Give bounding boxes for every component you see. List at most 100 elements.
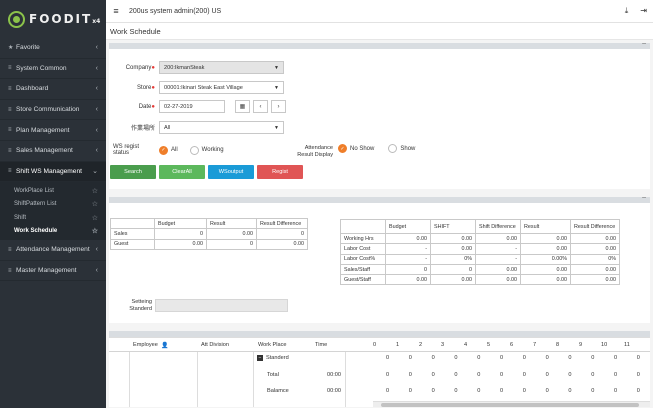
schedule-row-standard[interactable]: − Standerd — [257, 355, 289, 361]
schedule-cell: 0 — [408, 355, 412, 361]
sidebar-subitem-work-schedule[interactable]: Work Schedule ☆ — [0, 225, 106, 239]
download-icon[interactable]: ⤓ — [624, 6, 629, 15]
horizontal-scrollbar[interactable] — [373, 401, 650, 407]
table-row: Labor Cost% - 0% - 0.00% 0% — [340, 253, 620, 265]
list-icon: ≡ — [8, 246, 12, 253]
hamburger-menu-icon[interactable]: ≡ — [113, 6, 119, 16]
schedule-cell: 0 — [636, 388, 640, 394]
table-row: Working Hrs 0.00 0.00 0.00 0.00 0.00 — [340, 232, 620, 245]
sidebar-item-attendance-management[interactable]: ≡ Attendance Management ‹ — [0, 240, 106, 261]
table-cell: 0.00 — [475, 263, 521, 276]
sidebar-item-plan-management[interactable]: ≡ Plan Management ‹ — [0, 120, 106, 141]
schedule-cell: 0 — [568, 372, 572, 378]
work-place-header: Work Place — [258, 342, 287, 348]
store-label: Store● — [137, 84, 155, 91]
table-header: Result — [206, 217, 257, 230]
table-cell: 0.00 — [430, 232, 476, 245]
sidebar-item-sales-management[interactable]: ≡ Sales Management ‹ — [0, 141, 106, 162]
sidebar-subitem-shiftpattern-list[interactable]: ShiftPattern List ☆ — [0, 198, 106, 212]
sidebar-item-master-management[interactable]: ≡ Master Management ‹ — [0, 261, 106, 282]
table-cell: 0.00 — [520, 232, 571, 245]
sidebar-item-label: Shift WS Management — [16, 167, 82, 175]
table-cell: Labor Cost — [340, 243, 386, 255]
chevron-left-icon: ‹ — [95, 85, 98, 93]
star-outline-icon[interactable]: ☆ — [91, 214, 98, 222]
table-cell: 0 — [206, 238, 257, 250]
schedule-cell: 0 — [386, 372, 390, 378]
budget-table: Budget Result Result Difference Sales 0 … — [110, 217, 308, 250]
summary-panel-header[interactable]: – — [109, 194, 650, 203]
search-panel-header[interactable]: – — [109, 40, 650, 49]
schedule-cell: 0 — [408, 372, 412, 378]
schedule-panel-header[interactable] — [109, 331, 650, 337]
sidebar-item-dashboard[interactable]: ≡ Dashboard ‹ — [0, 79, 106, 100]
table-cell: 0% — [570, 253, 620, 265]
list-icon: ≡ — [8, 127, 12, 134]
sidebar-subitem-workplace-list[interactable]: WorkPlace List ☆ — [0, 184, 106, 198]
table-row: Labor Cost - 0.00 - 0.00 0.00 — [340, 243, 620, 255]
collapse-icon[interactable]: – — [642, 40, 646, 47]
table-cell: 0.00 — [206, 228, 257, 240]
list-icon: ≡ — [8, 106, 12, 113]
brand-logo[interactable]: FOODITx4 — [0, 0, 106, 38]
regist-button[interactable]: Regist — [257, 165, 303, 179]
schedule-cell: 0 — [477, 355, 481, 361]
sidebar-item-store-communication[interactable]: ≡ Store Communication ‹ — [0, 100, 106, 121]
store-select[interactable]: 00001:Ikinari Steak East Village ▼ — [159, 81, 284, 94]
sidebar-item-shift-ws-management[interactable]: ≡ Shift WS Management ⌄ — [0, 161, 106, 183]
sidebar-item-label: Master Management — [16, 267, 77, 275]
table-cell: - — [385, 243, 431, 255]
chevron-left-icon: ‹ — [95, 147, 98, 155]
table-header: Result Difference — [256, 217, 308, 230]
ws-output-button[interactable]: WSoutput — [208, 165, 254, 179]
list-icon: ≡ — [8, 168, 12, 175]
ws-status-all-radio[interactable]: ✓ All — [159, 145, 178, 155]
table-header: Result — [520, 219, 571, 234]
table-row: Sales/Staff 0 0 0.00 0.00 0.00 — [340, 263, 620, 276]
sidebar-subitem-label: Shift — [14, 214, 27, 221]
collapse-icon[interactable]: – — [642, 194, 646, 201]
scrollbar-thumb[interactable] — [381, 403, 639, 407]
ws-status-working-radio[interactable]: Working — [189, 145, 224, 155]
search-button[interactable]: Search — [110, 165, 156, 179]
chevron-left-icon: ‹ — [95, 106, 98, 114]
hour-header: 9 — [579, 342, 583, 348]
next-date-button[interactable]: › — [271, 100, 286, 113]
attendance-no-show-radio[interactable]: ✓ No Show — [338, 144, 374, 153]
hour-header: 4 — [464, 342, 468, 348]
person-add-icon[interactable]: 👤 — [161, 343, 169, 349]
calendar-icon[interactable]: ▦ — [235, 100, 250, 113]
date-input[interactable]: 02-27-2019 — [159, 100, 225, 113]
table-header: Budget — [154, 217, 207, 230]
schedule-cell: 0 — [454, 372, 458, 378]
clear-all-button[interactable]: ClearAll — [159, 165, 205, 179]
setting-standard-input[interactable] — [155, 299, 288, 312]
sidebar-item-system-common[interactable]: ≡ System Common ‹ — [0, 59, 106, 80]
caret-down-icon: ▼ — [274, 64, 279, 71]
sidebar-subitem-label: Work Schedule — [14, 228, 58, 235]
schedule-cell: 0 — [500, 372, 504, 378]
sidebar-nav: ★ Favorite ‹ ≡ System Common ‹ ≡ Dashboard ‹ ≡… — [0, 38, 106, 282]
table-cell: 0 — [256, 228, 308, 240]
star-outline-icon[interactable]: ☆ — [91, 228, 98, 236]
table-header: Budget — [385, 219, 431, 234]
collapse-minus-icon[interactable]: − — [257, 355, 263, 361]
sidebar-item-favorite[interactable]: ★ Favorite ‹ — [0, 38, 106, 59]
schedule-panel: Employee 👤 Att Division Work Place Time … — [109, 337, 650, 407]
attendance-show-radio[interactable]: Show — [388, 144, 415, 153]
sidebar-subitem-shift[interactable]: Shift ☆ — [0, 211, 106, 225]
workplace-select[interactable]: All ▼ — [159, 121, 284, 134]
company-select[interactable]: 200:IkmanSteak ▼ — [159, 61, 284, 74]
time-header: Time — [315, 342, 328, 348]
prev-date-button[interactable]: ‹ — [253, 100, 268, 113]
schedule-cell: 0 — [614, 355, 618, 361]
schedule-cell: 0 — [545, 388, 549, 394]
star-outline-icon[interactable]: ☆ — [91, 201, 98, 209]
table-header: SHIFT — [430, 219, 476, 234]
att-division-header: Att Division — [201, 342, 229, 348]
radio-unchecked-icon — [388, 144, 398, 153]
table-cell: 0.00 — [475, 232, 521, 245]
brand-name: FOODITx4 — [29, 12, 101, 26]
logout-icon[interactable]: ⇥ — [640, 6, 647, 15]
star-outline-icon[interactable]: ☆ — [91, 187, 98, 195]
